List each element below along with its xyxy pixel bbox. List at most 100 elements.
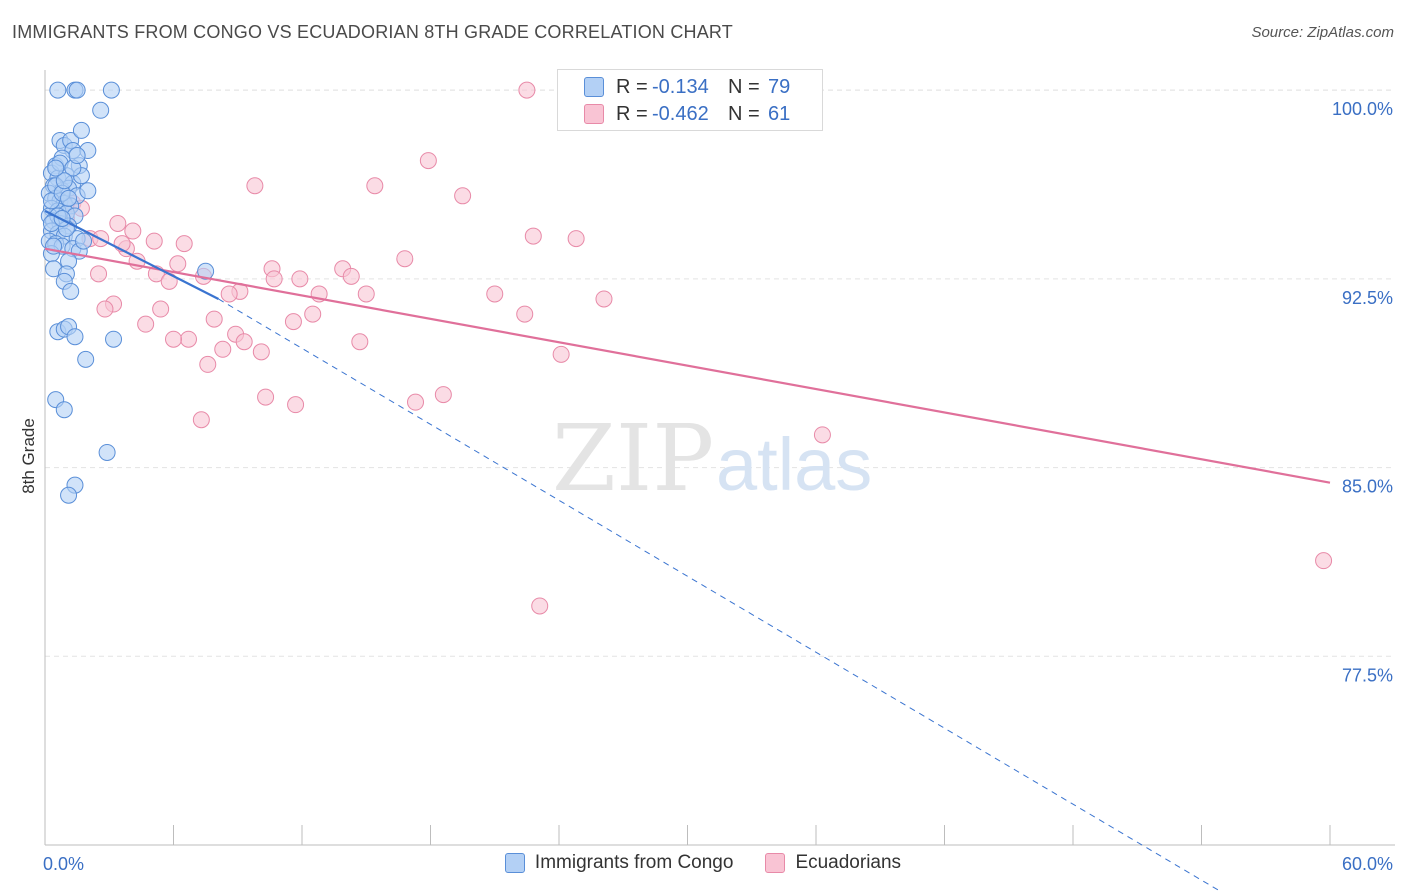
congo-points xyxy=(40,81,215,504)
congo-point xyxy=(102,81,120,99)
ecuadorians-point xyxy=(567,230,585,248)
congo-swatch xyxy=(504,853,525,873)
ecuadorians-point xyxy=(518,81,536,99)
ecuadorians-point xyxy=(165,330,182,348)
ecuadorians-point xyxy=(145,232,163,250)
congo-point xyxy=(66,328,84,346)
y-tick-label: 85.0% xyxy=(1342,477,1393,497)
n-label: N = xyxy=(728,102,760,125)
congo-point xyxy=(75,232,93,250)
congo-point xyxy=(68,147,86,165)
ecuadorians-point xyxy=(179,330,197,348)
congo-swatch xyxy=(584,77,604,97)
congo-point xyxy=(79,182,97,200)
congo-trend-line xyxy=(44,209,219,300)
ecuadorians-point xyxy=(524,227,542,245)
congo-point xyxy=(47,159,65,177)
ecuadorians-points xyxy=(57,81,1333,615)
ecuadorians-point xyxy=(407,393,425,411)
y-tick-label: 100.0% xyxy=(1332,99,1393,119)
n-value: 79 xyxy=(768,75,791,98)
y-tick-label: 77.5% xyxy=(1342,665,1393,685)
ecuadorians-point xyxy=(235,333,253,351)
r-label: R = xyxy=(616,102,648,125)
legend-item-congo[interactable]: Immigrants from Congo xyxy=(504,852,734,874)
ecuadorians-point xyxy=(192,411,210,429)
ecuadorians-point xyxy=(90,265,108,283)
ecuadorians-point xyxy=(813,426,831,444)
trend-lines xyxy=(44,209,1331,892)
ecuadorians-point xyxy=(287,396,305,414)
ecuadorians-point xyxy=(531,597,549,615)
ecuadorians-point xyxy=(265,270,283,288)
ecuadorians-point xyxy=(304,305,322,323)
ecuadorians-point xyxy=(396,250,414,268)
ecuadorians-point xyxy=(516,305,534,323)
ecuadorians-point xyxy=(124,222,142,240)
ecuadorians-point xyxy=(357,285,375,303)
r-value: -0.462 xyxy=(652,102,709,125)
ecuadorians-point xyxy=(214,340,232,358)
ecuadorians-point xyxy=(199,355,217,373)
ecuadorians-point xyxy=(454,187,472,205)
ecuadorians-point xyxy=(342,267,360,285)
ecuadorians-point xyxy=(137,315,155,333)
congo-point xyxy=(60,486,78,504)
congo-point xyxy=(49,81,67,99)
congo-trend-extension xyxy=(218,298,1223,892)
ecuadorians-point xyxy=(419,152,437,170)
ecuadorians-point xyxy=(252,343,270,361)
congo-point xyxy=(105,330,123,348)
tick-labels: 100.0% 92.5% 85.0% 77.5% 0.0% 60.0% xyxy=(43,99,1393,874)
ecuadorians-point xyxy=(169,255,187,273)
x-tick-label: 60.0% xyxy=(1342,854,1393,874)
ecuadorians-point xyxy=(109,214,127,232)
congo-point xyxy=(92,101,110,119)
congo-point xyxy=(77,350,95,368)
r-value: -0.134 xyxy=(652,75,709,98)
ecuadorians-swatch xyxy=(765,853,786,873)
ecuadorians-point xyxy=(257,388,275,406)
ecuadorians-point xyxy=(595,290,613,308)
congo-point xyxy=(55,401,73,419)
legend-label-congo: Immigrants from Congo xyxy=(534,852,734,873)
watermark-atlas: atlas xyxy=(716,423,872,506)
congo-point xyxy=(72,121,90,139)
y-tick-label: 92.5% xyxy=(1342,288,1393,308)
stats-row-congo: R = -0.134 N = 79 xyxy=(584,75,790,99)
congo-point xyxy=(68,81,86,99)
ecuadorians-point xyxy=(434,386,452,404)
legend-label-ecuadorians: Ecuadorians xyxy=(795,852,902,873)
stats-row-ecuadorians: R = -0.462 N = 61 xyxy=(584,102,790,126)
ecuadorians-point xyxy=(220,285,238,303)
ecuadorians-point xyxy=(205,310,223,328)
ecuadorians-trend-line xyxy=(44,247,1331,484)
n-label: N = xyxy=(728,75,760,98)
ecuadorians-point xyxy=(1315,552,1333,570)
chart-title: IMMIGRANTS FROM CONGO VS ECUADORIAN 8TH … xyxy=(12,22,733,42)
congo-point xyxy=(62,282,80,300)
ecuadorians-point xyxy=(175,235,193,253)
congo-point xyxy=(55,172,73,190)
ecuadorians-point xyxy=(351,333,369,351)
source-note: Source: ZipAtlas.com xyxy=(1251,24,1394,41)
n-value: 61 xyxy=(768,102,791,125)
grid-lines xyxy=(45,89,1395,657)
ecuadorians-point xyxy=(291,270,309,288)
stats-legend: R = -0.134 N = 79 R = -0.462 N = 61 xyxy=(557,69,823,131)
y-axis-label: 8th Grade xyxy=(19,418,38,494)
watermark-zip: ZIP xyxy=(552,405,714,512)
r-label: R = xyxy=(616,75,648,98)
ecuadorians-swatch xyxy=(584,104,604,124)
ecuadorians-point xyxy=(486,285,504,303)
ecuadorians-point xyxy=(552,345,570,363)
congo-point xyxy=(60,189,78,207)
ecuadorians-point xyxy=(366,177,384,195)
watermark: ZIP atlas xyxy=(552,405,872,512)
ecuadorians-point xyxy=(152,300,170,318)
legend-item-ecuadorians[interactable]: Ecuadorians xyxy=(765,852,901,874)
ecuadorians-point xyxy=(246,177,264,195)
ecuadorians-point xyxy=(284,313,302,331)
ecuadorians-point xyxy=(96,300,114,318)
